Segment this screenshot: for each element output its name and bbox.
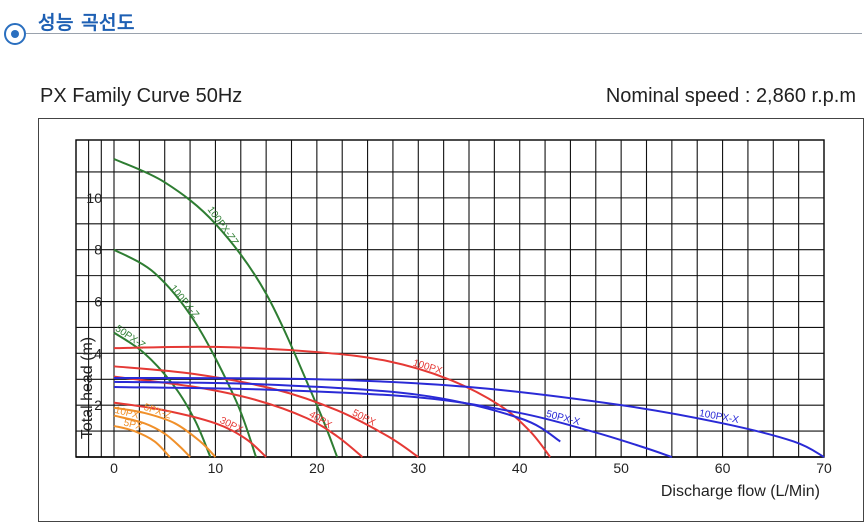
x-tick-label: 10	[208, 460, 224, 476]
series-line-5px	[113, 424, 171, 458]
y-tick-label: 2	[94, 397, 102, 413]
series-line-5px-z	[113, 406, 217, 458]
section-title: 성능 곡선도	[38, 12, 136, 34]
section-header: 성능 곡선도	[0, 0, 868, 45]
series-line-100px	[113, 345, 551, 458]
x-tick-label: 20	[309, 460, 325, 476]
bullet-dot	[11, 30, 19, 38]
series-label: 50PX	[350, 408, 377, 429]
series-line-10px	[113, 414, 191, 458]
chart-title: PX Family Curve 50Hz	[40, 85, 243, 107]
x-axis-title: Discharge flow (L/Min)	[661, 483, 820, 500]
x-tick-label: 40	[512, 460, 528, 476]
x-tick-label: 30	[410, 460, 426, 476]
x-tick-label: 50	[613, 460, 629, 476]
series-label: 50PX-X	[545, 409, 581, 428]
series-line-100px-zz	[113, 158, 339, 458]
series-line-50px	[113, 365, 419, 458]
series-line-30px	[113, 401, 267, 458]
series-line-40px	[113, 375, 364, 458]
series-label: 100PX-ZZ	[205, 205, 241, 248]
series-line-100px-z	[113, 248, 257, 458]
chart-frame	[38, 118, 864, 522]
y-tick-label: 10	[86, 190, 102, 206]
header-divider	[26, 33, 862, 34]
series-line-unlabeled-blue	[113, 380, 561, 443]
x-tick-label: 70	[816, 460, 832, 476]
y-tick-label: 8	[94, 242, 102, 258]
series-line-100px-x	[113, 376, 825, 458]
series-label: 100PX	[412, 358, 444, 377]
chart-subtitle: Nominal speed : 2,860 r.p.m	[605, 85, 856, 107]
series-label: 5PX	[122, 417, 143, 432]
x-tick-label: 0	[110, 460, 118, 476]
y-tick-label: 4	[94, 345, 102, 361]
x-tick-label: 60	[715, 460, 731, 476]
y-tick-label: 6	[94, 294, 102, 310]
bullet-icon	[4, 23, 26, 45]
y-axis-title: Total head (m)	[79, 337, 96, 439]
